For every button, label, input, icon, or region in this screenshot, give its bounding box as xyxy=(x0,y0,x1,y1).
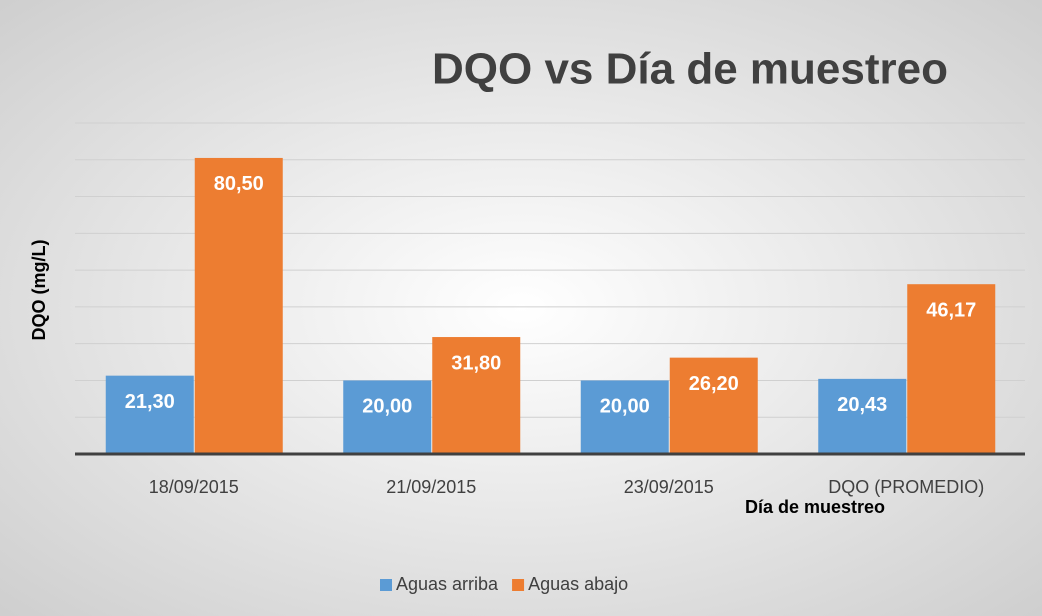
bar xyxy=(818,378,907,454)
bar xyxy=(105,375,194,454)
y-axis-label: DQO (mg/L) xyxy=(29,240,49,341)
x-tick-label: 18/09/2015 xyxy=(149,477,239,497)
value-label: 21,30 xyxy=(125,391,175,413)
value-label: 20,00 xyxy=(600,396,650,418)
bar xyxy=(343,380,432,454)
legend-swatch xyxy=(512,579,525,591)
bar xyxy=(580,380,669,454)
bar xyxy=(432,337,521,454)
bar xyxy=(194,157,283,454)
value-label: 46,17 xyxy=(926,299,976,321)
legend-label: Aguas arriba xyxy=(396,574,499,594)
bar xyxy=(669,357,758,454)
x-axis-label: Día de muestreo xyxy=(745,497,885,517)
value-label: 26,20 xyxy=(689,373,739,395)
x-tick-label: 21/09/2015 xyxy=(386,477,476,497)
value-label: 20,43 xyxy=(837,394,887,416)
value-label: 80,50 xyxy=(214,173,264,195)
legend-label: Aguas abajo xyxy=(528,574,628,594)
chart-title: DQO vs Día de muestreo xyxy=(432,45,948,94)
value-label: 20,00 xyxy=(362,396,412,418)
legend-swatch xyxy=(380,579,392,591)
bar xyxy=(907,284,996,454)
x-tick-label: DQO (PROMEDIO) xyxy=(828,477,984,497)
x-tick-label: 23/09/2015 xyxy=(624,477,714,497)
value-label: 31,80 xyxy=(451,352,501,374)
